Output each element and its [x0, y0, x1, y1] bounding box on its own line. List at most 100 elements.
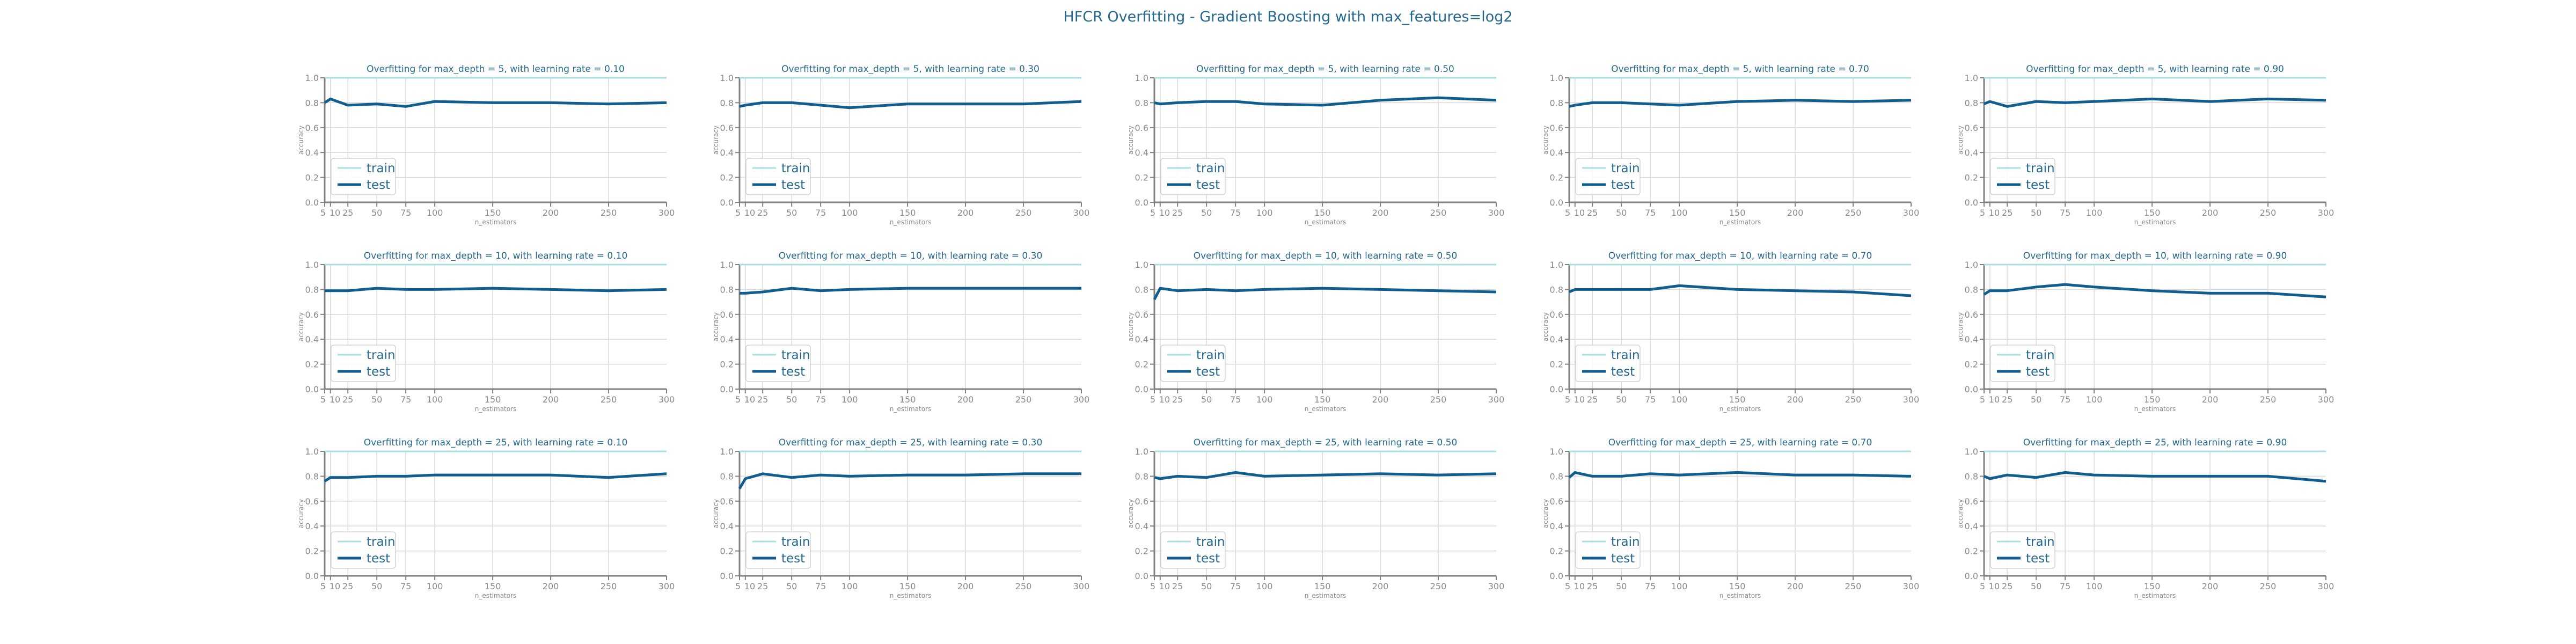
x-tick-label: 300: [1073, 394, 1090, 405]
x-tick-label: 5: [1565, 581, 1570, 591]
x-tick-label: 100: [841, 581, 858, 591]
legend: train test: [331, 158, 396, 195]
x-tick-label: 300: [1488, 394, 1505, 405]
legend-label-test: test: [1611, 178, 1635, 192]
series-line-test: [324, 97, 667, 108]
y-tick-label: 1.0: [1135, 447, 1148, 457]
y-tick-label: 0.0: [1965, 384, 1978, 394]
subplot-title: Overfitting for max_depth = 25, with lea…: [1194, 437, 1458, 448]
series-line-test: [1154, 96, 1497, 107]
y-tick-label: 0.0: [305, 384, 319, 394]
x-tick-label: 10: [330, 394, 340, 405]
x-tick-label: 150: [2144, 208, 2161, 218]
legend-label-train: train: [1196, 348, 1225, 362]
x-tick-label: 75: [1230, 581, 1241, 591]
subplot: 0.00.20.40.60.81.05 10 25 50 75 100 150 200 250 3…: [712, 437, 1089, 599]
x-tick-label: 25: [342, 208, 353, 218]
legend-label-test: test: [2026, 365, 2050, 379]
x-tick-label: 300: [1903, 208, 1920, 218]
x-tick-label: 150: [1729, 581, 1746, 591]
y-tick-label: 0.4: [1965, 521, 1978, 531]
x-tick-label: 200: [957, 581, 974, 591]
x-tick-label: 200: [2202, 394, 2219, 405]
y-tick-label: 0.6: [720, 123, 734, 133]
y-tick-label: 0.8: [1135, 284, 1148, 295]
y-axis-label: accuracy: [1957, 499, 1964, 528]
y-tick-label: 0.4: [720, 334, 734, 345]
x-tick-label: 100: [2086, 394, 2103, 405]
x-tick-label: 300: [2318, 208, 2334, 218]
series-line-test: [1153, 287, 1497, 301]
y-tick-label: 0.4: [1550, 334, 1563, 345]
x-tick-label: 250: [1430, 394, 1447, 405]
subplot-title: Overfitting for max_depth = 5, with lear…: [1196, 64, 1454, 75]
x-tick-label: 200: [543, 394, 559, 405]
x-tick-label: 300: [1903, 394, 1920, 405]
x-tick-label: 150: [899, 208, 916, 218]
y-tick-label: 0.8: [720, 471, 734, 481]
x-tick-label: 100: [427, 394, 443, 405]
y-tick-label: 0.8: [1550, 284, 1563, 295]
y-tick-label: 1.0: [1550, 260, 1563, 270]
y-tick-label: 0.2: [305, 546, 319, 557]
x-tick-label: 10: [744, 581, 755, 591]
legend-label-train: train: [1196, 535, 1225, 549]
legend-label-test: test: [781, 178, 805, 192]
x-tick-label: 150: [485, 394, 501, 405]
y-tick-label: 0.0: [305, 571, 319, 581]
legend-label-train: train: [367, 535, 396, 549]
x-tick-label: 150: [485, 581, 501, 591]
x-axis-label: n_estimators: [1305, 218, 1346, 226]
series-line-test: [1568, 471, 1912, 479]
x-tick-label: 50: [2031, 394, 2041, 405]
y-tick-label: 1.0: [1965, 73, 1978, 83]
y-tick-label: 0.0: [305, 197, 319, 208]
subplot: 0.00.20.40.60.81.05 10 25 50 75 100 150 200 250 3…: [712, 251, 1089, 413]
x-tick-label: 50: [1616, 394, 1627, 405]
y-tick-label: 0.6: [305, 123, 319, 133]
series-line-test: [324, 472, 667, 482]
y-tick-label: 0.4: [305, 521, 319, 531]
y-tick-label: 0.2: [1550, 173, 1563, 183]
x-tick-label: 5: [1565, 394, 1570, 405]
y-tick-label: 0.8: [1965, 284, 1978, 295]
x-tick-label: 75: [1645, 581, 1656, 591]
x-tick-label: 50: [2031, 208, 2041, 218]
y-tick-label: 0.6: [1550, 310, 1563, 320]
x-tick-label: 200: [1787, 394, 1804, 405]
x-tick-label: 200: [1787, 208, 1804, 218]
y-tick-label: 0.2: [1550, 360, 1563, 370]
x-tick-label: 150: [1314, 394, 1331, 405]
subplot: 0.00.20.40.60.81.05 10 25 50 75 100 150 200 250 3…: [1542, 251, 1919, 413]
x-tick-label: 10: [330, 581, 340, 591]
y-tick-label: 0.2: [720, 173, 734, 183]
x-tick-label: 300: [1073, 581, 1090, 591]
x-tick-label: 25: [1587, 394, 1598, 405]
y-tick-label: 0.4: [720, 148, 734, 158]
legend-label-train: train: [781, 348, 810, 362]
y-axis-label: accuracy: [297, 499, 305, 528]
x-tick-label: 10: [1159, 581, 1170, 591]
y-tick-label: 0.0: [1135, 197, 1148, 208]
figure-title: HFCR Overfitting - Gradient Boosting wit…: [1063, 9, 1513, 25]
series-line-test: [325, 287, 667, 292]
x-tick-label: 75: [815, 394, 826, 405]
x-tick-label: 150: [899, 581, 916, 591]
x-tick-label: 150: [1729, 208, 1746, 218]
y-tick-label: 0.6: [1965, 496, 1978, 507]
y-tick-label: 0.0: [1550, 197, 1563, 208]
y-tick-label: 0.4: [1550, 521, 1563, 531]
x-tick-label: 5: [1980, 394, 1985, 405]
x-tick-label: 10: [1159, 394, 1170, 405]
x-tick-label: 25: [342, 581, 353, 591]
y-tick-label: 1.0: [720, 260, 734, 270]
subplot: 0.00.20.40.60.81.05 10 25 50 75 100 150 200 250 3…: [1957, 437, 2334, 599]
x-axis-label: n_estimators: [1305, 592, 1346, 599]
series-line-test: [1984, 471, 2326, 483]
x-tick-label: 150: [2144, 581, 2161, 591]
x-tick-label: 100: [1256, 394, 1273, 405]
x-tick-label: 100: [427, 581, 443, 591]
legend: train test: [1160, 158, 1226, 195]
x-tick-label: 25: [2002, 208, 2012, 218]
x-tick-label: 250: [2260, 581, 2277, 591]
